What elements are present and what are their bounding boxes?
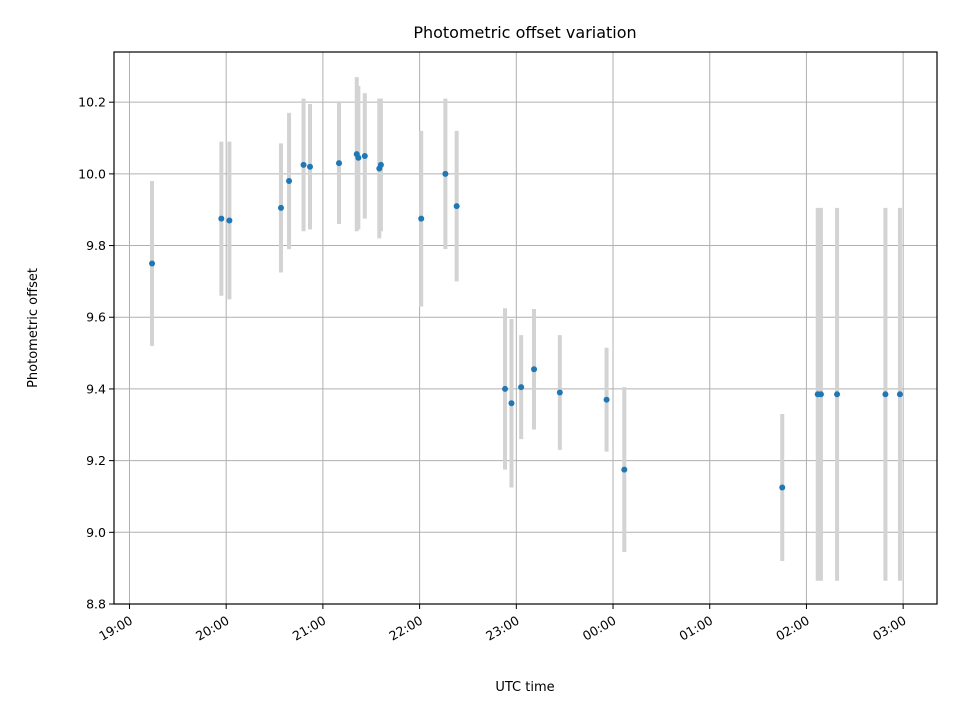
x-tick-label: 03:00 — [870, 613, 909, 644]
data-point — [277, 204, 284, 211]
data-point — [377, 161, 384, 168]
data-point — [603, 396, 610, 403]
data-point — [226, 217, 233, 224]
x-tick-label: 01:00 — [677, 613, 716, 644]
y-tick-label: 9.0 — [86, 525, 106, 540]
data-point — [442, 170, 449, 177]
axis-ticks: 19:00 20:00 21:00 22:00 23:00 00:00 01:00 02:00… — [78, 95, 909, 644]
data-point — [882, 391, 889, 398]
grid — [114, 52, 937, 605]
data-point — [531, 366, 538, 373]
x-axis-label: UTC time — [495, 680, 554, 695]
data-point — [518, 384, 525, 391]
x-tick-label: 20:00 — [193, 613, 232, 644]
y-tick-label: 8.8 — [86, 597, 106, 612]
data-point — [149, 260, 156, 267]
x-tick-label: 22:00 — [386, 613, 425, 644]
data-point — [453, 203, 460, 210]
data-point — [779, 484, 786, 491]
x-tick-label: 21:00 — [290, 613, 329, 644]
x-tick-label: 19:00 — [96, 613, 135, 644]
y-axis-label: Photometric offset — [26, 268, 41, 388]
x-tick-label: 00:00 — [580, 613, 619, 644]
data-point — [306, 163, 313, 170]
y-tick-label: 9.2 — [86, 453, 106, 468]
data-point — [361, 152, 368, 159]
y-tick-label: 10.2 — [78, 95, 106, 110]
data-point — [418, 215, 425, 222]
data-point — [336, 160, 343, 167]
data-point — [502, 385, 509, 392]
x-tick-label: 23:00 — [483, 613, 522, 644]
data-point — [355, 154, 362, 161]
data-point — [218, 215, 225, 222]
data-point — [621, 466, 628, 473]
y-tick-label: 9.4 — [86, 381, 106, 396]
data-point — [286, 178, 293, 185]
data-point — [834, 391, 841, 398]
plot-frame — [113, 51, 938, 605]
y-tick-label: 9.8 — [86, 238, 106, 253]
data-point — [300, 161, 307, 168]
data-points — [149, 151, 903, 491]
x-tick-label: 02:00 — [773, 613, 812, 644]
chart-title: Photometric offset variation — [413, 23, 636, 42]
y-tick-label: 9.6 — [86, 310, 106, 325]
data-point — [896, 391, 903, 398]
data-point — [556, 389, 563, 396]
y-tick-label: 10.0 — [78, 166, 106, 181]
error-bars — [150, 77, 902, 581]
data-point — [817, 391, 824, 398]
data-point — [508, 400, 515, 407]
